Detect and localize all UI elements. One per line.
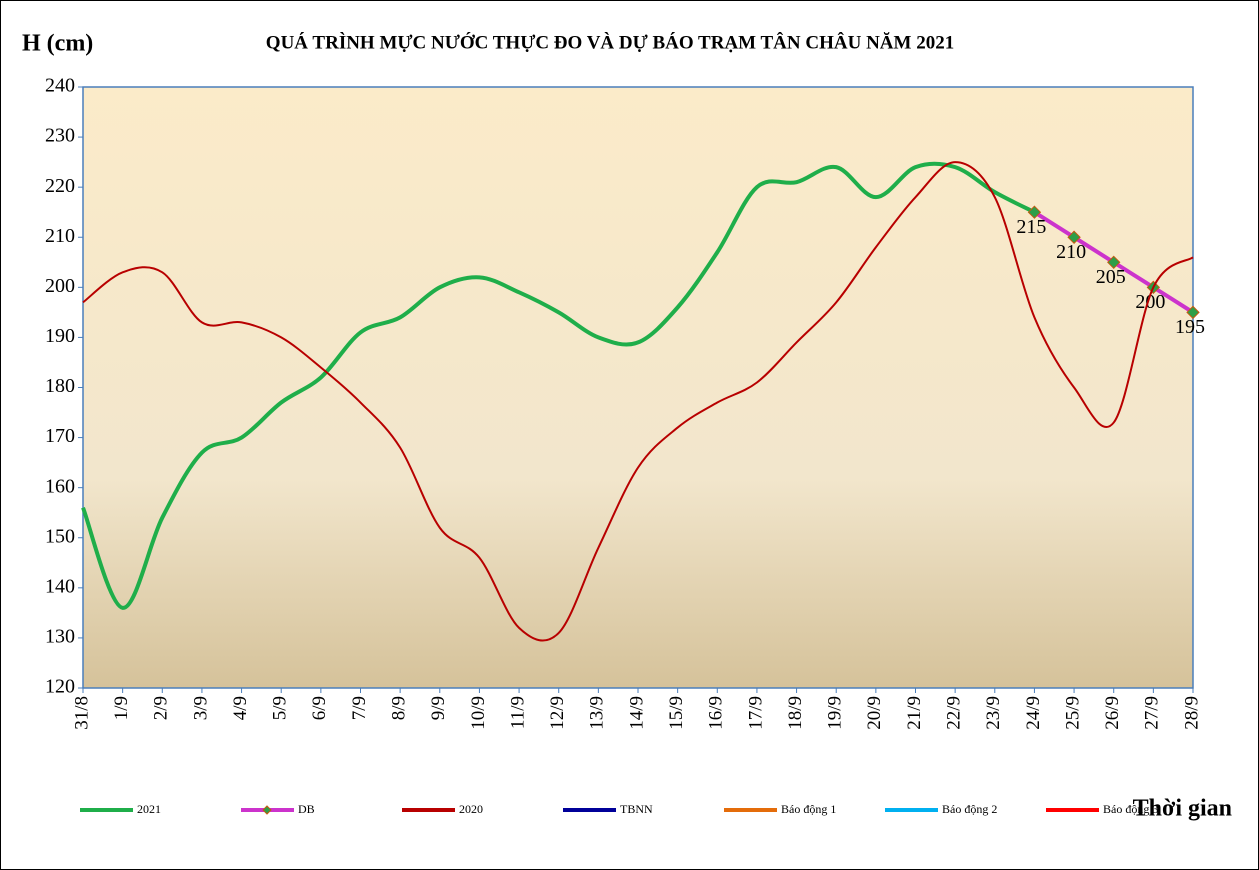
x-tick-label: 3/9 [190,696,211,720]
y-tick-label: 240 [45,75,75,97]
y-tick-label: 210 [45,225,75,247]
x-tick-label: 12/9 [547,696,568,730]
x-tick-label: 11/9 [507,696,528,729]
y-tick-label: 200 [45,275,75,297]
y-tick-label: 170 [45,425,75,447]
data-label: 215 [1016,216,1046,238]
plot-area [82,86,1194,689]
x-axis-label: Thời gian [1133,796,1232,822]
y-tick-label: 220 [45,175,75,197]
y-tick-label: 180 [45,375,75,397]
x-tick-label: 26/9 [1102,696,1123,730]
y-tick-label: 230 [45,125,75,147]
x-tick-label: 19/9 [825,696,846,730]
legend-label: TBNN [620,802,653,816]
x-tick-label: 21/9 [904,696,925,730]
x-tick-label: 6/9 [309,696,330,720]
x-tick-label: 1/9 [111,696,132,720]
series-line [81,161,1036,610]
legend-label: 2020 [459,802,483,816]
y-tick-label: 190 [45,325,75,347]
legend-label: DB [298,802,315,816]
y-tick-label: 140 [45,575,75,597]
marker [1107,255,1121,269]
x-tick-label: 17/9 [745,696,766,730]
y-tick-label: 130 [45,626,75,648]
x-tick-label: 18/9 [785,696,806,730]
x-tick-label: 16/9 [706,696,727,730]
x-tick-label: 28/9 [1181,696,1202,730]
legend-label: 2021 [137,802,161,816]
y-axis-label: H (cm) [22,31,93,57]
x-tick-label: 4/9 [230,696,251,720]
x-tick-label: 13/9 [587,696,608,730]
x-tick-label: 25/9 [1062,696,1083,730]
x-tick-label: 15/9 [666,696,687,730]
chart-title: QUÁ TRÌNH MỰC NƯỚC THỰC ĐO VÀ DỰ BÁO TRẠ… [266,31,954,53]
x-tick-label: 14/9 [626,696,647,730]
x-tick-label: 31/8 [71,696,92,730]
legend-label: Báo động 3 [1103,802,1158,816]
x-tick-label: 27/9 [1142,696,1163,730]
x-tick-label: 2/9 [151,696,172,720]
marker [1027,205,1042,219]
data-label: 205 [1096,266,1126,288]
x-tick-label: 8/9 [389,696,410,720]
y-tick-label: 160 [45,475,75,497]
y-tick-label: 150 [45,525,75,547]
legend-label: Báo động 2 [942,802,997,816]
x-tick-label: 23/9 [983,696,1004,730]
x-tick-label: 24/9 [1023,696,1044,730]
marker [1067,230,1081,244]
x-tick-label: 9/9 [428,696,449,720]
marker [1186,305,1200,320]
x-tick-label: 7/9 [349,696,370,720]
x-tick-label: 5/9 [270,696,291,720]
x-tick-label: 22/9 [944,696,965,730]
x-tick-label: 20/9 [864,696,885,730]
y-tick-label: 120 [45,676,75,698]
x-tick-label: 10/9 [468,696,489,730]
data-label: 210 [1056,241,1086,263]
legend-label: Báo động 1 [781,802,836,816]
series-line [82,161,1194,642]
data-label: 195 [1175,316,1205,338]
data-label: 200 [1135,291,1165,313]
legend-marker [262,805,272,815]
